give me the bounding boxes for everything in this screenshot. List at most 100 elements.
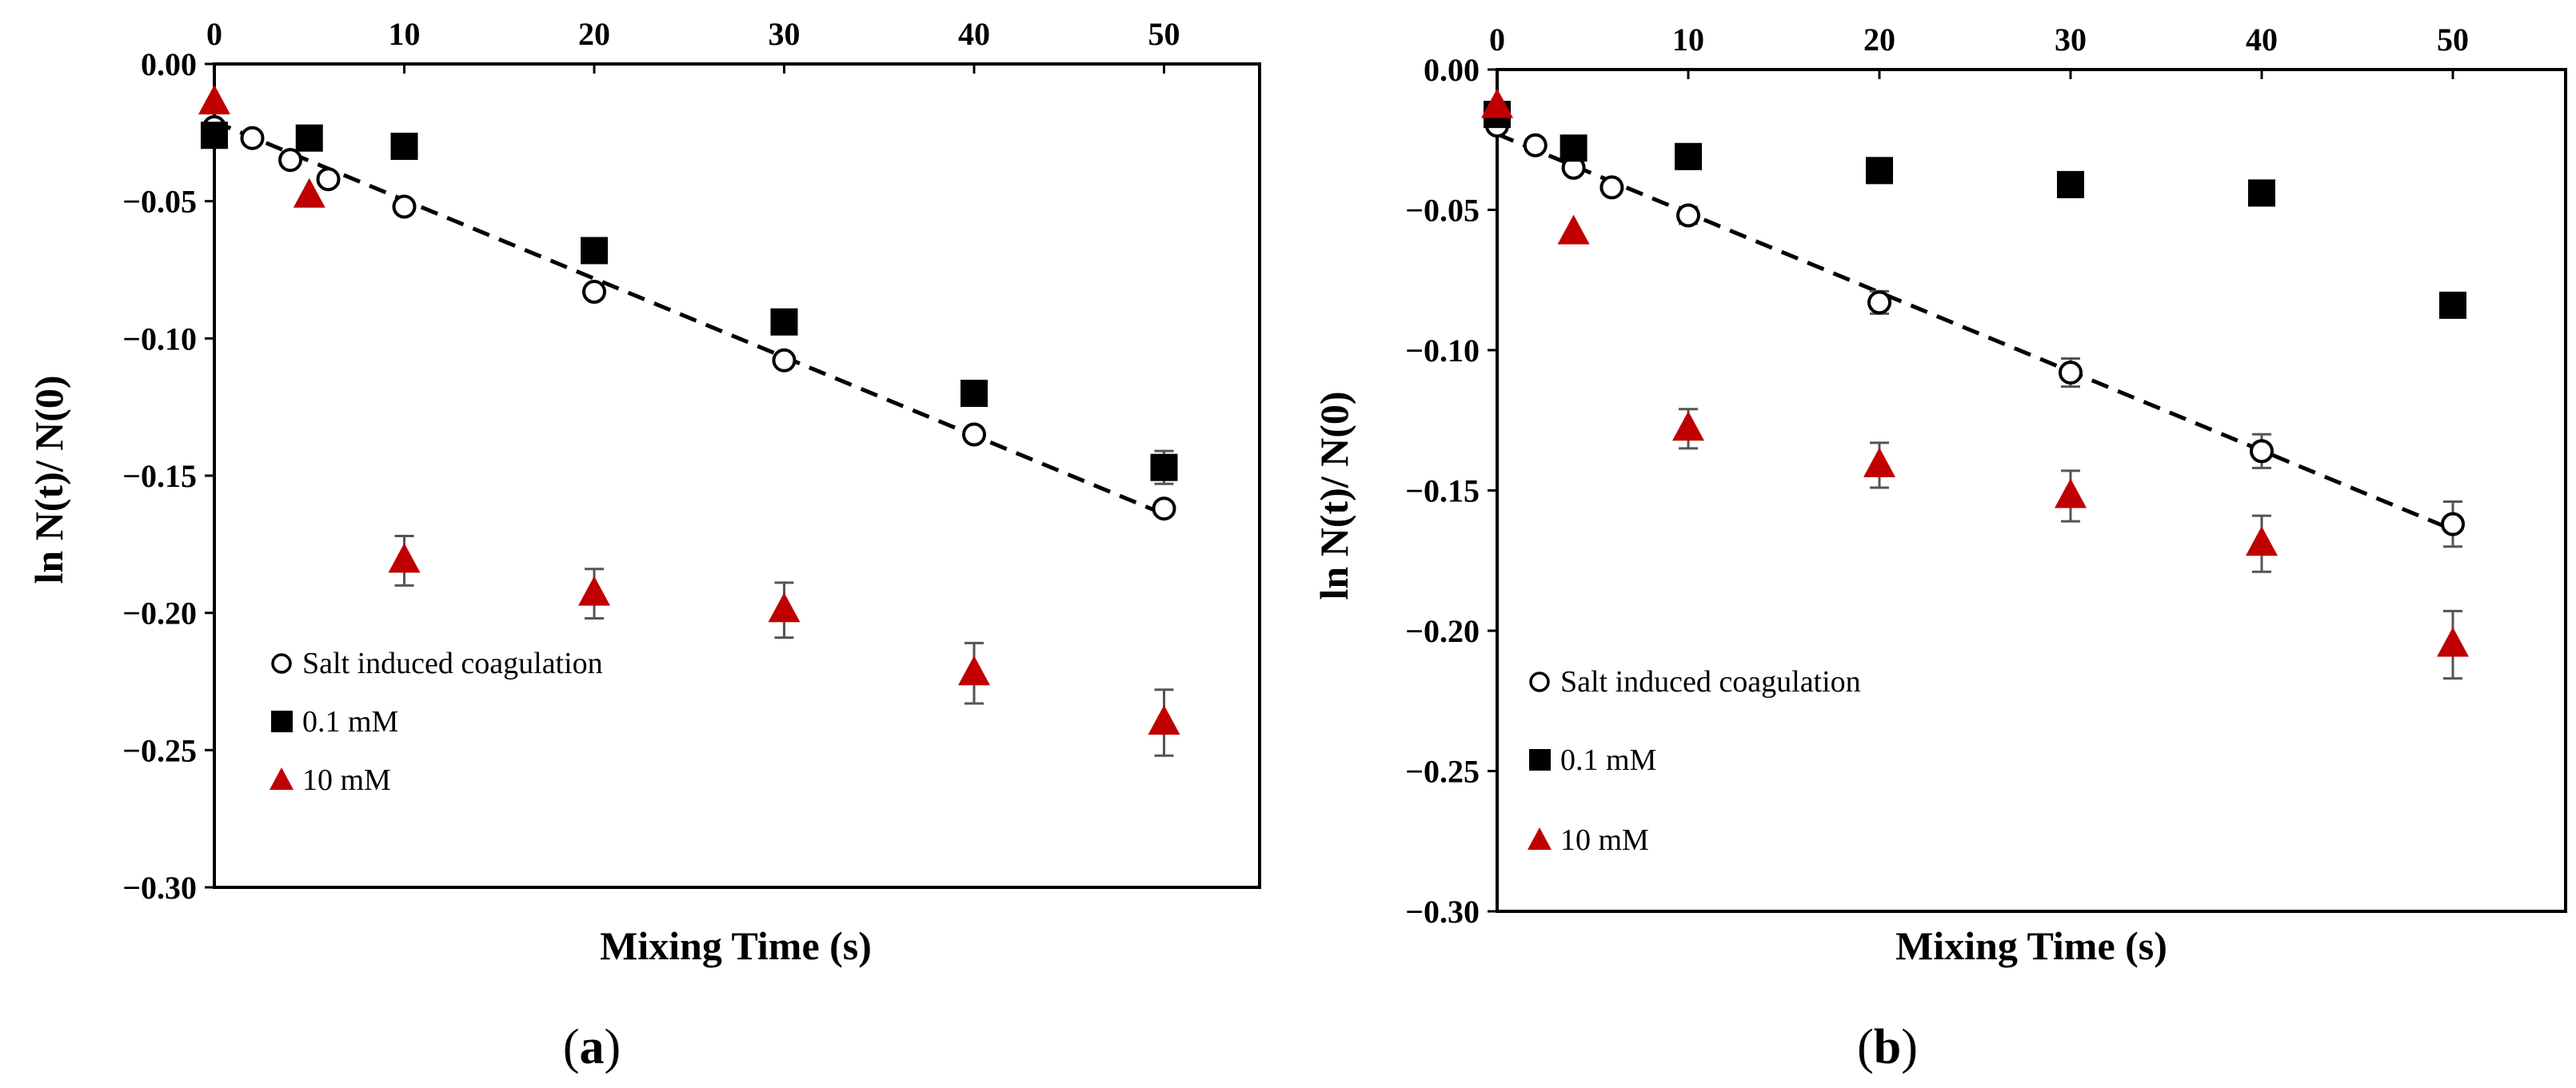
legend-marker-b-2 bbox=[1528, 827, 1552, 850]
legend-label-b-0: Salt induced coagulation bbox=[1560, 665, 1861, 699]
legend-marker-group-b-1 bbox=[1529, 749, 1551, 771]
y-tick-label-b-6: −0.30 bbox=[1405, 894, 1480, 930]
y-tick-label-b-4: −0.20 bbox=[1405, 613, 1480, 649]
trendline-a bbox=[214, 119, 1165, 516]
data-point-a-0-4 bbox=[392, 194, 417, 219]
data-point-a-1-0 bbox=[201, 122, 228, 149]
y-tick-label-a-1: −0.05 bbox=[122, 184, 197, 220]
data-point-b-1-6 bbox=[2439, 291, 2466, 319]
data-point-b-2-2 bbox=[1672, 411, 1704, 441]
legend-b: Salt induced coagulation 0.1 mM 10 mM bbox=[1528, 665, 1861, 857]
data-point-a-0-8 bbox=[1152, 496, 1176, 521]
data-point-a-0-7 bbox=[962, 422, 986, 447]
x-axis-label-a: Mixing Time (s) bbox=[600, 923, 872, 968]
data-point-a-2-0 bbox=[198, 85, 230, 115]
data-point-b-2-4 bbox=[2055, 478, 2087, 508]
data-point-b-2-6 bbox=[2437, 627, 2469, 657]
data-point-b-2-1 bbox=[1557, 214, 1590, 245]
legend-marker-group-b-0 bbox=[1529, 672, 1550, 692]
data-point-b-0-5 bbox=[1867, 290, 1891, 315]
y-tick-label-a-4: −0.20 bbox=[122, 596, 197, 632]
data-point-a-0-2 bbox=[278, 148, 302, 173]
x-tick-label-a-3: 30 bbox=[769, 16, 801, 52]
legend-marker-group-b-2 bbox=[1528, 827, 1552, 850]
legend-marker-a-1 bbox=[271, 711, 293, 732]
data-point-a-1-4 bbox=[770, 308, 798, 336]
x-tick-label-b-5: 50 bbox=[2437, 22, 2469, 58]
panel-label-b-letter: b bbox=[1874, 1020, 1901, 1074]
data-point-b-0-7 bbox=[2250, 439, 2274, 464]
legend-label-a-2: 10 mM bbox=[302, 763, 391, 797]
y-axis-label-a: ln N(t)/ N(0) bbox=[26, 375, 71, 584]
data-point-b-2-5 bbox=[2246, 526, 2278, 556]
data-point-a-1-6 bbox=[1150, 453, 1178, 481]
data-point-a-2-4 bbox=[768, 592, 801, 623]
data-point-b-1-4 bbox=[2057, 170, 2084, 198]
panel-label-a-letter: a bbox=[580, 1020, 605, 1074]
legend-label-a-1: 0.1 mM bbox=[302, 705, 398, 739]
data-point-b-2-0 bbox=[1481, 88, 1513, 118]
data-point-a-2-1 bbox=[293, 177, 325, 208]
x-tick-label-a-2: 20 bbox=[578, 16, 610, 52]
data-point-a-0-6 bbox=[772, 348, 797, 373]
x-tick-label-a-0: 0 bbox=[206, 16, 222, 52]
panel-label-b: (b) bbox=[1857, 1020, 1918, 1074]
x-tick-label-b-0: 0 bbox=[1489, 22, 1505, 58]
y-tick-label-b-3: −0.15 bbox=[1405, 473, 1480, 509]
legend-marker-b-1 bbox=[1529, 749, 1551, 771]
data-point-a-2-6 bbox=[1148, 705, 1180, 735]
legend-label-a-0: Salt induced coagulation bbox=[302, 647, 603, 680]
legend-marker-group-a-2 bbox=[270, 767, 294, 790]
series-b-2 bbox=[1481, 88, 2469, 680]
data-point-a-2-2 bbox=[388, 543, 421, 573]
y-tick-label-a-3: −0.15 bbox=[122, 458, 197, 494]
data-point-b-1-2 bbox=[1675, 142, 1702, 170]
data-point-a-2-5 bbox=[958, 656, 990, 686]
data-point-a-0-5 bbox=[582, 279, 606, 304]
data-point-b-1-3 bbox=[1866, 157, 1893, 185]
data-point-a-1-1 bbox=[295, 124, 323, 152]
series-a-1 bbox=[201, 122, 1178, 485]
legend-marker-group-a-1 bbox=[271, 711, 293, 732]
y-tick-label-b-1: −0.05 bbox=[1405, 193, 1480, 229]
x-tick-label-a-5: 50 bbox=[1148, 16, 1180, 52]
data-point-a-2-3 bbox=[578, 576, 610, 606]
data-point-b-0-4 bbox=[1676, 203, 1700, 228]
data-point-b-1-1 bbox=[1560, 134, 1588, 162]
data-point-b-0-6 bbox=[2059, 361, 2083, 385]
series-a-2 bbox=[198, 85, 1180, 757]
legend-marker-a-2 bbox=[270, 767, 294, 790]
y-tick-label-b-2: −0.10 bbox=[1405, 333, 1480, 369]
x-tick-label-a-4: 40 bbox=[958, 16, 990, 52]
trendline-b bbox=[1496, 132, 2454, 532]
y-axis-label-b: ln N(t)/ N(0) bbox=[1312, 391, 1356, 600]
series-b-0 bbox=[1485, 114, 2465, 548]
x-tick-label-b-3: 30 bbox=[2055, 22, 2087, 58]
plot-frame-b bbox=[1496, 68, 2567, 913]
series-b-1 bbox=[1484, 101, 2466, 319]
data-point-b-0-8 bbox=[2441, 512, 2465, 536]
y-tick-label-a-6: −0.30 bbox=[122, 870, 197, 906]
panel-label-a: (a) bbox=[563, 1020, 621, 1074]
x-tick-label-b-1: 10 bbox=[1672, 22, 1704, 58]
data-point-a-0-3 bbox=[316, 167, 341, 192]
data-point-a-0-1 bbox=[240, 126, 265, 150]
y-tick-label-b-0: 0.00 bbox=[1424, 52, 1480, 88]
data-point-b-0-3 bbox=[1600, 175, 1624, 200]
data-point-a-1-2 bbox=[390, 133, 418, 160]
data-point-a-1-3 bbox=[581, 237, 608, 265]
chart-panel-b: 0 10 20 30 40 50 0.00 −0.05 −0.10 −0.15 −0.20 −0.25… bbox=[1312, 22, 2567, 968]
legend-label-b-2: 10 mM bbox=[1560, 823, 1649, 857]
legend-marker-b-0 bbox=[1529, 672, 1550, 692]
legend-marker-group-a-0 bbox=[271, 653, 292, 674]
y-tick-label-b-5: −0.25 bbox=[1405, 754, 1480, 790]
legend-label-b-1: 0.1 mM bbox=[1560, 743, 1656, 777]
legend-marker-a-0 bbox=[271, 653, 292, 674]
x-axis-label-b: Mixing Time (s) bbox=[1895, 923, 2167, 968]
y-tick-label-a-0: 0.00 bbox=[141, 46, 197, 82]
x-tick-label-a-1: 10 bbox=[389, 16, 421, 52]
data-point-a-1-5 bbox=[961, 380, 988, 407]
y-tick-label-a-2: −0.10 bbox=[122, 321, 197, 357]
data-point-b-1-5 bbox=[2248, 179, 2275, 207]
